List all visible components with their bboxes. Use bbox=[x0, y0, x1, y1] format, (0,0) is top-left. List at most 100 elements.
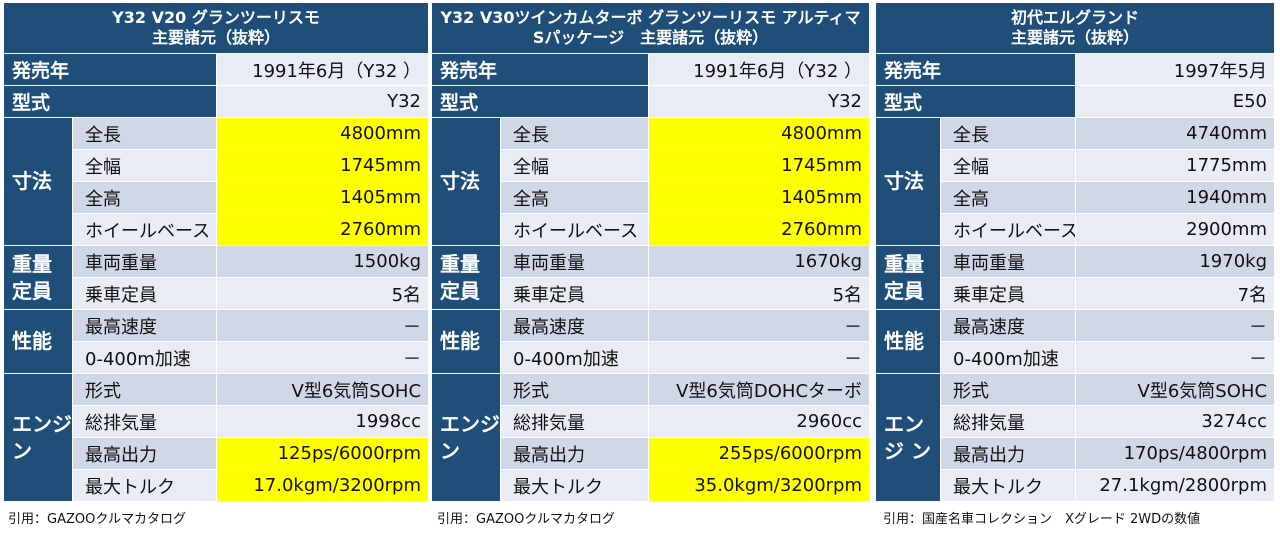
height-value: 1940mm bbox=[1076, 182, 1275, 213]
engine-category: エンジ ン bbox=[432, 374, 500, 501]
wheelbase-label: ホイールベース bbox=[73, 214, 216, 245]
width-label: 全幅 bbox=[501, 150, 648, 181]
top-speed-label: 最高速度 bbox=[501, 310, 648, 341]
max-power-label: 最高出力 bbox=[941, 438, 1075, 469]
release-label: 発売年 bbox=[432, 54, 648, 85]
weight-value: 1670kg bbox=[649, 246, 870, 277]
release-value: 1997年5月 bbox=[1076, 54, 1275, 85]
acceleration-label: 0-400m加速 bbox=[941, 342, 1075, 373]
panel-title: Y32 V30ツインカムターボ グランツーリスモ アルティマ Sパッケージ 主要… bbox=[432, 3, 870, 53]
capacity-label: 乗車定員 bbox=[941, 278, 1075, 309]
capacity-value: 7名 bbox=[1076, 278, 1275, 309]
spec-panel-y32-v30: Y32 V30ツインカムターボ グランツーリスモ アルティマ Sパッケージ 主要… bbox=[431, 2, 871, 502]
engine-type-label: 形式 bbox=[941, 374, 1075, 405]
model-value: Y32 bbox=[649, 86, 870, 117]
max-torque-label: 最大トルク bbox=[941, 470, 1075, 501]
width-label: 全幅 bbox=[73, 150, 216, 181]
engine-type-value: V型6気筒DOHCターボ bbox=[649, 374, 870, 405]
engine-type-value: V型6気筒SOHC bbox=[1076, 374, 1275, 405]
length-value: 4800mm bbox=[217, 118, 429, 149]
displacement-label: 総排気量 bbox=[941, 406, 1075, 437]
top-speed-value: － bbox=[649, 310, 870, 341]
top-speed-value: － bbox=[1076, 310, 1275, 341]
max-torque-label: 最大トルク bbox=[501, 470, 648, 501]
displacement-value: 2960cc bbox=[649, 406, 870, 437]
weight-label: 車両重量 bbox=[73, 246, 216, 277]
model-label: 型式 bbox=[876, 86, 1075, 117]
release-label: 発売年 bbox=[4, 54, 216, 85]
max-torque-value: 35.0kgm/3200rpm bbox=[649, 470, 870, 501]
engine-type-label: 形式 bbox=[73, 374, 216, 405]
wheelbase-value: 2760mm bbox=[217, 214, 429, 245]
performance-category: 性能 bbox=[432, 310, 500, 373]
dimensions-category: 寸法 bbox=[4, 118, 72, 245]
max-torque-value: 17.0kgm/3200rpm bbox=[217, 470, 429, 501]
capacity-label: 乗車定員 bbox=[73, 278, 216, 309]
wheelbase-value: 2760mm bbox=[649, 214, 870, 245]
performance-category: 性能 bbox=[4, 310, 72, 373]
panel-title-line2: Sパッケージ 主要諸元（抜粋） bbox=[532, 28, 769, 47]
wheelbase-value: 2900mm bbox=[1076, 214, 1275, 245]
length-value: 4740mm bbox=[1076, 118, 1275, 149]
weight-capacity-category: 重量 定員 bbox=[4, 246, 72, 309]
displacement-value: 1998cc bbox=[217, 406, 429, 437]
source-citation: 引用：GAZOOクルマカタログ bbox=[437, 512, 615, 527]
spec-table: 初代エルグランド 主要諸元（抜粋） 発売年 1997年5月 型式 E50 寸法 … bbox=[875, 2, 1276, 502]
height-value: 1405mm bbox=[217, 182, 429, 213]
panel-title-line2: 主要諸元（抜粋） bbox=[1011, 28, 1140, 47]
capacity-label: 乗車定員 bbox=[501, 278, 648, 309]
max-power-value: 125ps/6000rpm bbox=[217, 438, 429, 469]
length-label: 全長 bbox=[941, 118, 1075, 149]
max-power-value: 170ps/4800rpm bbox=[1076, 438, 1275, 469]
capacity-value: 5名 bbox=[649, 278, 870, 309]
spec-table: Y32 V20 グランツーリスモ 主要諸元（抜粋） 発売年 1991年6月（Y3… bbox=[3, 2, 430, 502]
width-value: 1775mm bbox=[1076, 150, 1275, 181]
spec-table: Y32 V30ツインカムターボ グランツーリスモ アルティマ Sパッケージ 主要… bbox=[431, 2, 871, 502]
weight-value: 1970kg bbox=[1076, 246, 1275, 277]
model-value: E50 bbox=[1076, 86, 1275, 117]
width-label: 全幅 bbox=[941, 150, 1075, 181]
acceleration-value: － bbox=[217, 342, 429, 373]
top-speed-label: 最高速度 bbox=[941, 310, 1075, 341]
top-speed-value: － bbox=[217, 310, 429, 341]
panel-title-line1: 初代エルグランド bbox=[1011, 8, 1140, 27]
spec-panel-elgrand: 初代エルグランド 主要諸元（抜粋） 発売年 1997年5月 型式 E50 寸法 … bbox=[875, 2, 1276, 502]
length-label: 全長 bbox=[501, 118, 648, 149]
wheelbase-label: ホイールベース bbox=[941, 214, 1075, 245]
weight-value: 1500kg bbox=[217, 246, 429, 277]
max-power-value: 255ps/6000rpm bbox=[649, 438, 870, 469]
height-label: 全高 bbox=[73, 182, 216, 213]
panel-title-line2: 主要諸元（抜粋） bbox=[152, 28, 281, 47]
performance-category: 性能 bbox=[876, 310, 940, 373]
length-label: 全長 bbox=[73, 118, 216, 149]
panel-title: 初代エルグランド 主要諸元（抜粋） bbox=[876, 3, 1275, 53]
model-label: 型式 bbox=[432, 86, 648, 117]
weight-label: 車両重量 bbox=[501, 246, 648, 277]
engine-category: エンジ ン bbox=[4, 374, 72, 501]
dimensions-category: 寸法 bbox=[876, 118, 940, 245]
height-label: 全高 bbox=[941, 182, 1075, 213]
max-torque-label: 最大トルク bbox=[73, 470, 216, 501]
capacity-value: 5名 bbox=[217, 278, 429, 309]
width-value: 1745mm bbox=[217, 150, 429, 181]
model-value: Y32 bbox=[217, 86, 429, 117]
engine-type-value: V型6気筒SOHC bbox=[217, 374, 429, 405]
panel-title-line1: Y32 V20 グランツーリスモ bbox=[112, 8, 320, 27]
engine-category: エンジ ン bbox=[876, 374, 940, 501]
max-torque-value: 27.1kgm/2800rpm bbox=[1076, 470, 1275, 501]
release-value: 1991年6月（Y32 ） bbox=[649, 54, 870, 85]
panel-title: Y32 V20 グランツーリスモ 主要諸元（抜粋） bbox=[4, 3, 429, 53]
wheelbase-label: ホイールベース bbox=[501, 214, 648, 245]
model-label: 型式 bbox=[4, 86, 216, 117]
height-value: 1405mm bbox=[649, 182, 870, 213]
panel-title-line1: Y32 V30ツインカムターボ グランツーリスモ アルティマ bbox=[440, 8, 861, 27]
engine-type-label: 形式 bbox=[501, 374, 648, 405]
acceleration-value: － bbox=[1076, 342, 1275, 373]
weight-capacity-category: 重量 定員 bbox=[876, 246, 940, 309]
top-speed-label: 最高速度 bbox=[73, 310, 216, 341]
release-value: 1991年6月（Y32 ） bbox=[217, 54, 429, 85]
weight-label: 車両重量 bbox=[941, 246, 1075, 277]
source-citation: 引用：国産名車コレクション Xグレード 2WDの数値 bbox=[883, 512, 1201, 527]
max-power-label: 最高出力 bbox=[73, 438, 216, 469]
